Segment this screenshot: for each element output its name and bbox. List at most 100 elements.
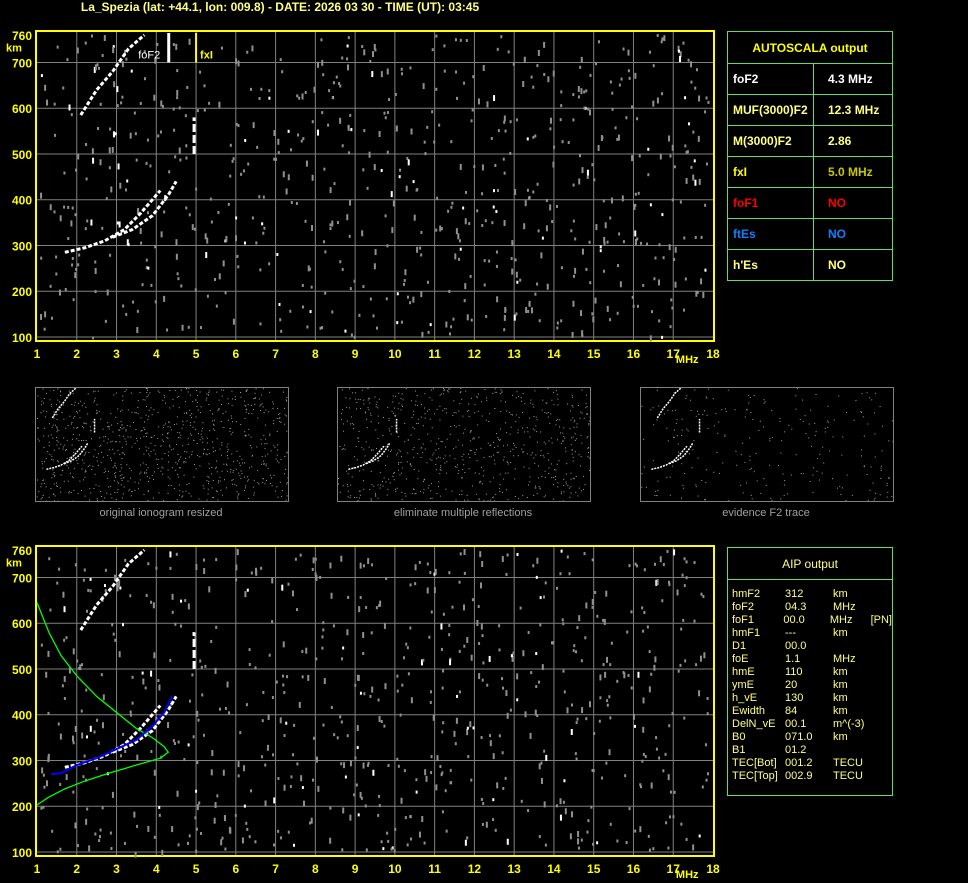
noise-echo <box>121 458 123 460</box>
noise-echo <box>398 462 400 464</box>
noise-echo <box>398 436 400 438</box>
noise-echo <box>429 571 432 575</box>
x-tick-label: 18 <box>706 862 720 876</box>
noise-echo <box>185 156 188 160</box>
noise-echo <box>693 440 695 442</box>
noise-echo <box>396 432 398 434</box>
noise-echo <box>277 829 280 833</box>
noise-echo <box>379 487 381 489</box>
noise-echo <box>286 430 288 432</box>
noise-echo <box>189 433 191 435</box>
noise-echo <box>588 423 590 425</box>
noise-echo <box>668 244 671 251</box>
noise-echo <box>548 473 550 475</box>
noise-echo <box>663 35 666 42</box>
noise-echo <box>640 241 643 245</box>
noise-echo <box>510 413 512 415</box>
page-title: La_Spezia (lat: +44.1, lon: 009.8) - DAT… <box>80 0 480 14</box>
noise-echo <box>861 455 863 457</box>
noise-echo <box>226 451 228 453</box>
noise-echo <box>417 422 419 424</box>
aip-header: AIP output <box>728 548 892 580</box>
noise-echo <box>307 265 310 272</box>
noise-echo <box>84 469 86 471</box>
noise-echo <box>543 41 546 48</box>
noise-echo <box>48 496 50 498</box>
noise-echo <box>137 413 139 415</box>
noise-echo <box>370 631 373 635</box>
noise-echo <box>298 701 301 708</box>
noise-echo <box>279 717 282 724</box>
noise-echo <box>701 785 704 789</box>
noise-echo <box>52 415 54 417</box>
noise-echo <box>248 428 250 430</box>
noise-echo <box>614 126 617 130</box>
noise-echo <box>601 776 604 780</box>
noise-echo <box>500 677 503 681</box>
noise-echo <box>97 127 100 131</box>
noise-echo <box>535 685 538 689</box>
noise-echo <box>398 449 400 451</box>
noise-echo <box>111 146 114 153</box>
noise-echo <box>250 87 253 91</box>
noise-echo <box>90 430 92 432</box>
x-tick-label: 12 <box>468 347 482 361</box>
noise-echo <box>494 391 496 393</box>
noise-echo <box>153 478 155 480</box>
noise-echo <box>688 122 691 126</box>
noise-echo <box>55 485 57 487</box>
noise-echo <box>483 259 486 263</box>
noise-echo <box>147 481 149 483</box>
noise-echo <box>403 769 406 773</box>
noise-echo <box>375 406 377 408</box>
noise-echo <box>179 624 182 628</box>
noise-echo <box>131 675 134 679</box>
noise-echo <box>695 663 698 667</box>
noise-echo <box>433 572 436 576</box>
noise-echo <box>441 810 444 814</box>
noise-echo <box>213 497 215 499</box>
noise-echo <box>83 462 85 464</box>
noise-echo <box>98 410 100 412</box>
noise-echo <box>272 403 274 405</box>
noise-echo <box>78 666 81 670</box>
noise-echo <box>562 500 564 501</box>
noise-echo <box>503 171 506 175</box>
noise-echo <box>422 492 424 494</box>
noise-echo <box>695 415 697 417</box>
noise-echo <box>518 395 520 397</box>
noise-echo <box>579 65 582 69</box>
noise-echo <box>609 716 612 720</box>
noise-echo <box>297 133 300 137</box>
noise-echo <box>72 393 74 395</box>
noise-echo <box>218 408 220 410</box>
noise-echo <box>122 452 124 454</box>
noise-echo <box>234 396 236 398</box>
noise-echo <box>74 448 76 450</box>
noise-echo <box>58 429 60 431</box>
noise-echo <box>230 471 232 473</box>
noise-echo <box>501 556 504 563</box>
noise-echo <box>506 410 508 412</box>
noise-echo <box>585 407 587 409</box>
noise-echo <box>143 77 146 81</box>
noise-echo <box>550 413 552 415</box>
noise-echo <box>342 409 344 411</box>
noise-echo <box>687 58 690 62</box>
noise-echo <box>594 590 597 594</box>
noise-echo <box>181 496 183 498</box>
noise-echo <box>444 462 446 464</box>
noise-echo <box>91 148 94 155</box>
noise-echo <box>248 467 250 469</box>
noise-echo <box>43 785 46 789</box>
noise-echo <box>269 482 271 484</box>
noise-echo <box>439 469 441 471</box>
noise-echo <box>373 43 376 50</box>
noise-echo <box>324 291 327 295</box>
noise-echo <box>365 848 368 852</box>
noise-echo <box>572 477 574 479</box>
noise-echo <box>114 465 116 467</box>
noise-echo <box>317 785 320 792</box>
noise-echo <box>551 220 554 224</box>
